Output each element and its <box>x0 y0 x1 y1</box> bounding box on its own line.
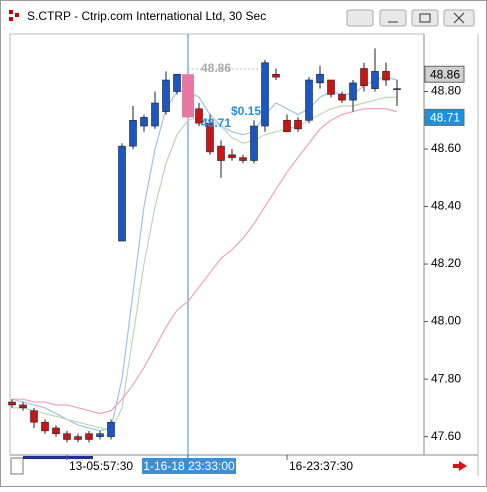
plot-area <box>9 33 425 456</box>
window-title: S.CTRP - Ctrip.com International Ltd, 30… <box>27 9 266 23</box>
y-tick-label: 47.60 <box>431 429 461 443</box>
candle-body <box>316 73 324 84</box>
y-tick-label: 48.20 <box>431 256 461 270</box>
annotation: 48.86 <box>201 61 231 75</box>
candle-body <box>8 401 16 406</box>
price-box <box>424 65 465 83</box>
candle-body <box>371 71 379 89</box>
candle-body <box>96 433 104 437</box>
y-tick-label: 48.40 <box>431 199 461 213</box>
moving-average <box>12 96 397 432</box>
scroll-right-arrow[interactable] <box>453 461 467 471</box>
candle-body <box>338 94 346 101</box>
candle-body <box>261 62 269 127</box>
candle-body <box>228 154 236 158</box>
maximize-button[interactable] <box>411 9 439 27</box>
candle-body <box>140 117 148 127</box>
moving-average <box>12 108 398 415</box>
candle-body <box>19 404 27 409</box>
y-tick-label: 48.80 <box>431 84 461 98</box>
candle-body <box>74 436 82 440</box>
price-box <box>424 108 465 126</box>
x-tick-label: 13-05:57:30 <box>69 459 133 473</box>
candle-body <box>250 125 258 161</box>
candle-body <box>129 119 137 147</box>
candle-body <box>195 108 203 124</box>
candle-body <box>151 102 159 127</box>
candle-body <box>41 421 49 432</box>
candle-body <box>52 427 60 435</box>
candle-body <box>217 145 225 161</box>
scrollbar[interactable] <box>23 456 93 459</box>
candle-body <box>182 74 194 118</box>
candle-body <box>360 68 368 87</box>
candle-body <box>305 79 313 121</box>
candle-body <box>327 79 335 95</box>
candle-body <box>294 119 302 130</box>
candle-body <box>349 82 357 101</box>
link-button[interactable] <box>346 9 374 27</box>
x-label-highlight <box>142 458 236 474</box>
candle-body <box>206 122 214 153</box>
scroll-box[interactable] <box>10 457 24 475</box>
candle-body <box>272 73 280 78</box>
candle-body <box>382 71 390 81</box>
app-icon <box>9 10 19 21</box>
candle-body <box>283 119 291 133</box>
annotation: $0.15 <box>231 104 261 118</box>
y-tick-label: 48.60 <box>431 141 461 155</box>
candle-body <box>30 410 38 423</box>
button-glyphs <box>388 12 465 24</box>
candle-body <box>63 433 71 440</box>
candle-body <box>173 73 181 92</box>
candle-body <box>239 157 247 161</box>
candle-body <box>107 421 115 437</box>
candle-body <box>162 79 170 112</box>
candle-body <box>118 145 126 242</box>
x-tick-label: 1-16-18 23:33:00 <box>143 459 235 473</box>
candle-body <box>393 88 401 90</box>
annotation: 48.71 <box>201 116 231 130</box>
y-tick-label: 48.00 <box>431 314 461 328</box>
price-box-label: 48.71 <box>430 111 460 125</box>
x-tick-label: 16-23:37:30 <box>289 459 353 473</box>
price-box-label: 48.86 <box>430 67 460 81</box>
minimize-button[interactable] <box>379 9 407 27</box>
candle-body <box>85 433 93 440</box>
y-tick-label: 47.80 <box>431 371 461 385</box>
